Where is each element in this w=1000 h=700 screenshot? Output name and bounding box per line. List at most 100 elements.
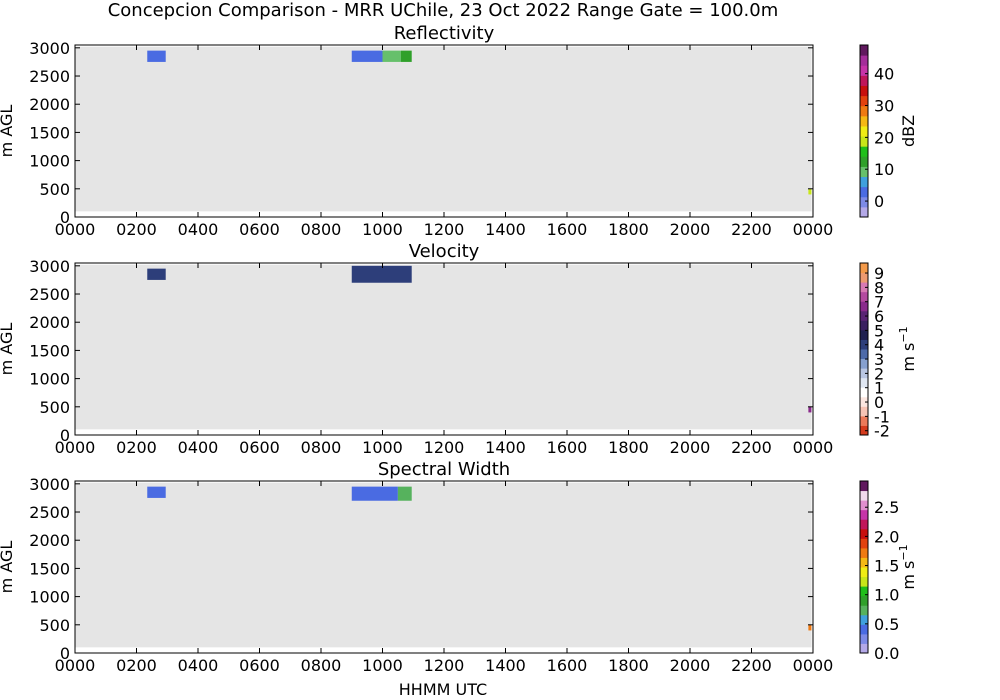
colorbar-tick-label: 1.0 — [874, 586, 899, 605]
panel-title: Velocity — [409, 241, 480, 262]
x-tick-label: 0000 — [55, 220, 96, 239]
colorbar-tick-label: 40 — [874, 65, 894, 84]
x-tick-label: 2000 — [670, 438, 711, 457]
colorbar-segment — [860, 358, 868, 369]
colorbar-segment — [860, 538, 868, 549]
colorbar-segment — [860, 377, 868, 388]
colorbar-segment — [860, 349, 868, 360]
colorbar-frame — [859, 262, 869, 436]
y-tick-label: 1500 — [29, 341, 70, 360]
data-cell — [808, 188, 812, 195]
x-tick-label: 1200 — [424, 438, 465, 457]
colorbar-segment — [860, 643, 868, 654]
colorbar-frame — [859, 44, 869, 218]
colorbar-tick-label: 2 — [874, 364, 884, 383]
colorbar-tick-label: 4 — [874, 336, 884, 355]
y-tick-label: 500 — [39, 180, 70, 199]
colorbar-segment — [860, 136, 868, 147]
colorbar-segment — [860, 509, 868, 520]
colorbar-segment — [860, 586, 868, 597]
colorbar-tick-label: 2.5 — [874, 498, 899, 517]
colorbar-segment — [860, 633, 868, 644]
colorbar-segment — [860, 301, 868, 312]
y-tick-label: 0 — [60, 208, 70, 227]
colorbar-segment — [860, 339, 868, 350]
y-tick-label: 1500 — [29, 559, 70, 578]
colorbar-tick-label: 0.0 — [874, 644, 899, 663]
y-tick-label: 0 — [60, 644, 70, 663]
colorbar-segment — [860, 387, 868, 398]
x-tick-label: 1600 — [547, 656, 588, 675]
x-tick-label: 2200 — [731, 220, 772, 239]
x-tick-label: 0000 — [793, 220, 834, 239]
colorbar-segment — [860, 519, 868, 530]
data-cell — [147, 486, 166, 498]
figure-xlabel: HHMM UTC — [399, 680, 487, 699]
x-tick-label: 1000 — [362, 220, 403, 239]
x-tick-label: 0400 — [178, 220, 219, 239]
colorbar-tick-label: 9 — [874, 264, 884, 283]
y-tick-label: 500 — [39, 398, 70, 417]
colorbar-tick-label: 2.0 — [874, 527, 899, 546]
colorbar-segment — [860, 105, 868, 117]
x-tick-label: 1200 — [424, 220, 465, 239]
colorbar-segment — [860, 415, 868, 426]
colorbar-segment — [860, 95, 868, 107]
x-tick-label: 0200 — [116, 656, 157, 675]
no-echo-region — [75, 264, 812, 430]
data-cell — [147, 268, 166, 280]
colorbar-frame — [859, 480, 869, 654]
colorbar-tick-label: 20 — [874, 128, 894, 147]
x-tick-label: 2000 — [670, 220, 711, 239]
colorbar-segment — [860, 406, 868, 417]
colorbar-segment — [860, 196, 868, 208]
data-cell — [400, 50, 412, 62]
y-tick-label: 0 — [60, 426, 70, 445]
panel-2: Spectral Width 0000 0200 0400 0600 0800 1000 12… — [0, 459, 918, 675]
colorbar-tick-label: -1 — [874, 407, 890, 426]
colorbar-label: dBZ — [899, 115, 918, 147]
colorbar-segment — [860, 329, 868, 340]
x-tick-label: 2200 — [731, 656, 772, 675]
colorbar-segment — [860, 576, 868, 587]
colorbar-segment — [860, 156, 868, 167]
colorbar-label: m s−1 — [897, 544, 918, 589]
colorbar-segment — [860, 55, 868, 66]
x-tick-label: 0600 — [239, 220, 280, 239]
y-axis-label: m AGL — [0, 105, 16, 158]
data-cell — [808, 624, 812, 631]
y-tick-label: 1000 — [29, 152, 70, 171]
colorbar-tick-label: 0 — [874, 192, 884, 211]
x-tick-label: 0200 — [116, 220, 157, 239]
x-tick-label: 0600 — [239, 656, 280, 675]
y-tick-label: 2500 — [29, 503, 70, 522]
colorbar-tick-label: -2 — [874, 422, 890, 441]
colorbar-segment — [860, 125, 868, 137]
y-axis-label: m AGL — [0, 323, 16, 376]
colorbar-segment — [860, 567, 868, 578]
data-cell — [351, 265, 412, 283]
x-tick-label: 1000 — [362, 656, 403, 675]
x-tick-label: 1000 — [362, 438, 403, 457]
colorbar-segment — [860, 186, 868, 198]
x-tick-label: 1800 — [608, 220, 649, 239]
colorbar-segment — [860, 65, 868, 76]
colorbar-tick-label: 1.5 — [874, 557, 899, 576]
x-tick-label: 1600 — [547, 220, 588, 239]
x-tick-label: 0000 — [793, 656, 834, 675]
colorbar-segment — [860, 166, 868, 178]
colorbar-tick-label: 10 — [874, 160, 894, 179]
colorbar-segment — [860, 45, 868, 56]
colorbar-segment — [860, 396, 868, 407]
y-tick-label: 2000 — [29, 313, 70, 332]
colorbar-segment — [860, 425, 868, 436]
x-tick-label: 0000 — [55, 438, 96, 457]
no-echo-region — [75, 482, 812, 648]
data-cell — [351, 486, 398, 501]
colorbar-segment — [860, 595, 868, 606]
y-tick-label: 500 — [39, 616, 70, 635]
colorbar-segment — [860, 368, 868, 379]
colorbar-segment — [860, 320, 868, 331]
